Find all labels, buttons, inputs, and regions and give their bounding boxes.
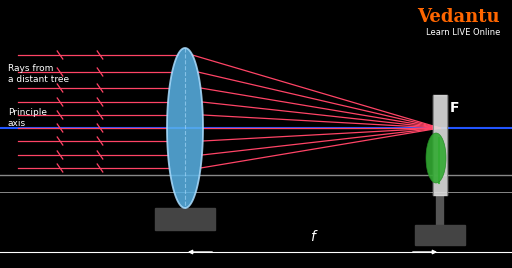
- Text: Rays from
a distant tree: Rays from a distant tree: [8, 64, 69, 84]
- Bar: [433, 95, 447, 195]
- Polygon shape: [426, 133, 446, 183]
- Text: f: f: [310, 230, 315, 244]
- Text: F: F: [450, 101, 459, 115]
- Text: Vedantu: Vedantu: [417, 8, 500, 26]
- Bar: [415, 225, 465, 245]
- Text: Principle
axis: Principle axis: [8, 107, 47, 128]
- Bar: [155, 208, 215, 230]
- Text: Learn LIVE Online: Learn LIVE Online: [425, 28, 500, 37]
- Polygon shape: [167, 48, 203, 208]
